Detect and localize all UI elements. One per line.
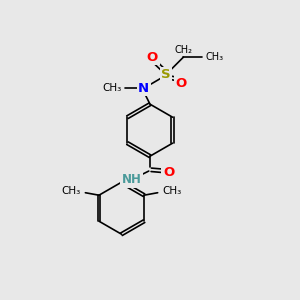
Text: CH₃: CH₃ bbox=[102, 83, 122, 93]
Text: N: N bbox=[138, 82, 149, 94]
Text: O: O bbox=[175, 76, 187, 90]
Text: O: O bbox=[147, 51, 158, 64]
Text: CH₃: CH₃ bbox=[163, 187, 182, 196]
Text: CH₃: CH₃ bbox=[61, 187, 80, 196]
Text: CH₃: CH₃ bbox=[206, 52, 224, 62]
Text: CH₂: CH₂ bbox=[174, 45, 192, 55]
Text: S: S bbox=[161, 68, 171, 81]
Text: NH: NH bbox=[122, 173, 141, 186]
Text: O: O bbox=[163, 166, 174, 179]
